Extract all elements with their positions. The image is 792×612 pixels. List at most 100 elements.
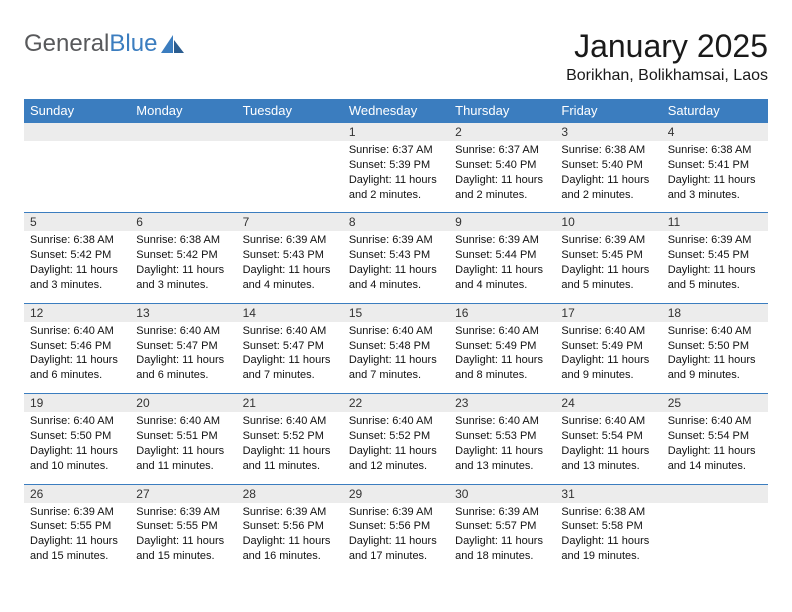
sunrise-text: Sunrise: 6:37 AM <box>349 143 443 158</box>
day-number: 1 <box>343 123 449 142</box>
sunrise-text: Sunrise: 6:40 AM <box>136 414 230 429</box>
sunset-text: Sunset: 5:58 PM <box>561 519 655 534</box>
sunrise-text: Sunrise: 6:40 AM <box>243 324 337 339</box>
sunrise-text: Sunrise: 6:39 AM <box>243 505 337 520</box>
day-info: Sunrise: 6:39 AMSunset: 5:45 PMDaylight:… <box>662 231 768 303</box>
day-info: Sunrise: 6:40 AMSunset: 5:51 PMDaylight:… <box>130 412 236 484</box>
sunset-text: Sunset: 5:43 PM <box>349 248 443 263</box>
day-info: Sunrise: 6:37 AMSunset: 5:40 PMDaylight:… <box>449 141 555 213</box>
sunrise-text: Sunrise: 6:39 AM <box>243 233 337 248</box>
daylight-text: Daylight: 11 hours and 3 minutes. <box>136 263 230 293</box>
daylight-text: Daylight: 11 hours and 2 minutes. <box>561 173 655 203</box>
daylight-text: Daylight: 11 hours and 8 minutes. <box>455 353 549 383</box>
day-number: 5 <box>24 213 130 232</box>
day-number: 12 <box>24 303 130 322</box>
day-info: Sunrise: 6:39 AMSunset: 5:56 PMDaylight:… <box>343 503 449 574</box>
day-number <box>130 123 236 142</box>
day-number: 23 <box>449 394 555 413</box>
sunrise-text: Sunrise: 6:40 AM <box>455 414 549 429</box>
daylight-text: Daylight: 11 hours and 7 minutes. <box>349 353 443 383</box>
sunset-text: Sunset: 5:51 PM <box>136 429 230 444</box>
day-number <box>237 123 343 142</box>
day-number-row: 19202122232425 <box>24 394 768 413</box>
sunrise-text: Sunrise: 6:40 AM <box>30 414 124 429</box>
day-info: Sunrise: 6:40 AMSunset: 5:48 PMDaylight:… <box>343 322 449 394</box>
day-number: 30 <box>449 484 555 503</box>
logo: GeneralBlue <box>24 28 186 58</box>
sunset-text: Sunset: 5:56 PM <box>349 519 443 534</box>
day-number-row: 1234 <box>24 123 768 142</box>
day-info: Sunrise: 6:37 AMSunset: 5:39 PMDaylight:… <box>343 141 449 213</box>
daylight-text: Daylight: 11 hours and 2 minutes. <box>455 173 549 203</box>
sunset-text: Sunset: 5:42 PM <box>30 248 124 263</box>
daylight-text: Daylight: 11 hours and 7 minutes. <box>243 353 337 383</box>
day-info-row: Sunrise: 6:37 AMSunset: 5:39 PMDaylight:… <box>24 141 768 213</box>
daylight-text: Daylight: 11 hours and 6 minutes. <box>30 353 124 383</box>
sunset-text: Sunset: 5:54 PM <box>668 429 762 444</box>
day-info <box>662 503 768 574</box>
day-info: Sunrise: 6:40 AMSunset: 5:50 PMDaylight:… <box>662 322 768 394</box>
sunrise-text: Sunrise: 6:39 AM <box>349 505 443 520</box>
day-info <box>24 141 130 213</box>
day-number: 10 <box>555 213 661 232</box>
day-info: Sunrise: 6:40 AMSunset: 5:50 PMDaylight:… <box>24 412 130 484</box>
daylight-text: Daylight: 11 hours and 5 minutes. <box>668 263 762 293</box>
day-info: Sunrise: 6:39 AMSunset: 5:43 PMDaylight:… <box>237 231 343 303</box>
day-number: 4 <box>662 123 768 142</box>
sunset-text: Sunset: 5:45 PM <box>561 248 655 263</box>
sunset-text: Sunset: 5:40 PM <box>455 158 549 173</box>
weekday-header: Tuesday <box>237 99 343 123</box>
sunset-text: Sunset: 5:53 PM <box>455 429 549 444</box>
page-header: GeneralBlue January 2025 Borikhan, Bolik… <box>24 28 768 85</box>
sunset-text: Sunset: 5:45 PM <box>668 248 762 263</box>
daylight-text: Daylight: 11 hours and 15 minutes. <box>30 534 124 564</box>
day-number-row: 12131415161718 <box>24 303 768 322</box>
sunset-text: Sunset: 5:41 PM <box>668 158 762 173</box>
day-number: 24 <box>555 394 661 413</box>
sunset-text: Sunset: 5:40 PM <box>561 158 655 173</box>
sunrise-text: Sunrise: 6:38 AM <box>668 143 762 158</box>
daylight-text: Daylight: 11 hours and 9 minutes. <box>668 353 762 383</box>
day-info: Sunrise: 6:40 AMSunset: 5:49 PMDaylight:… <box>449 322 555 394</box>
sunrise-text: Sunrise: 6:40 AM <box>668 414 762 429</box>
sunrise-text: Sunrise: 6:39 AM <box>561 233 655 248</box>
weekday-header: Thursday <box>449 99 555 123</box>
day-number: 9 <box>449 213 555 232</box>
sunset-text: Sunset: 5:52 PM <box>349 429 443 444</box>
day-number: 22 <box>343 394 449 413</box>
day-info: Sunrise: 6:38 AMSunset: 5:40 PMDaylight:… <box>555 141 661 213</box>
day-info <box>130 141 236 213</box>
title-block: January 2025 Borikhan, Bolikhamsai, Laos <box>566 28 768 85</box>
sunrise-text: Sunrise: 6:38 AM <box>30 233 124 248</box>
day-info: Sunrise: 6:40 AMSunset: 5:54 PMDaylight:… <box>555 412 661 484</box>
sunset-text: Sunset: 5:43 PM <box>243 248 337 263</box>
daylight-text: Daylight: 11 hours and 2 minutes. <box>349 173 443 203</box>
day-number: 3 <box>555 123 661 142</box>
daylight-text: Daylight: 11 hours and 12 minutes. <box>349 444 443 474</box>
day-info: Sunrise: 6:40 AMSunset: 5:47 PMDaylight:… <box>237 322 343 394</box>
sunset-text: Sunset: 5:55 PM <box>136 519 230 534</box>
day-info: Sunrise: 6:40 AMSunset: 5:49 PMDaylight:… <box>555 322 661 394</box>
weekday-header-row: Sunday Monday Tuesday Wednesday Thursday… <box>24 99 768 123</box>
sunset-text: Sunset: 5:39 PM <box>349 158 443 173</box>
sunrise-text: Sunrise: 6:40 AM <box>561 324 655 339</box>
day-number: 11 <box>662 213 768 232</box>
day-info: Sunrise: 6:38 AMSunset: 5:41 PMDaylight:… <box>662 141 768 213</box>
day-info: Sunrise: 6:39 AMSunset: 5:55 PMDaylight:… <box>24 503 130 574</box>
day-number: 2 <box>449 123 555 142</box>
day-number: 26 <box>24 484 130 503</box>
day-number <box>24 123 130 142</box>
day-info: Sunrise: 6:40 AMSunset: 5:52 PMDaylight:… <box>237 412 343 484</box>
day-number: 17 <box>555 303 661 322</box>
daylight-text: Daylight: 11 hours and 6 minutes. <box>136 353 230 383</box>
day-number: 16 <box>449 303 555 322</box>
day-number: 8 <box>343 213 449 232</box>
sunset-text: Sunset: 5:52 PM <box>243 429 337 444</box>
month-title: January 2025 <box>566 28 768 65</box>
sunset-text: Sunset: 5:56 PM <box>243 519 337 534</box>
sunrise-text: Sunrise: 6:39 AM <box>455 505 549 520</box>
day-info: Sunrise: 6:38 AMSunset: 5:42 PMDaylight:… <box>24 231 130 303</box>
sunset-text: Sunset: 5:47 PM <box>136 339 230 354</box>
day-info: Sunrise: 6:39 AMSunset: 5:43 PMDaylight:… <box>343 231 449 303</box>
weekday-header: Monday <box>130 99 236 123</box>
